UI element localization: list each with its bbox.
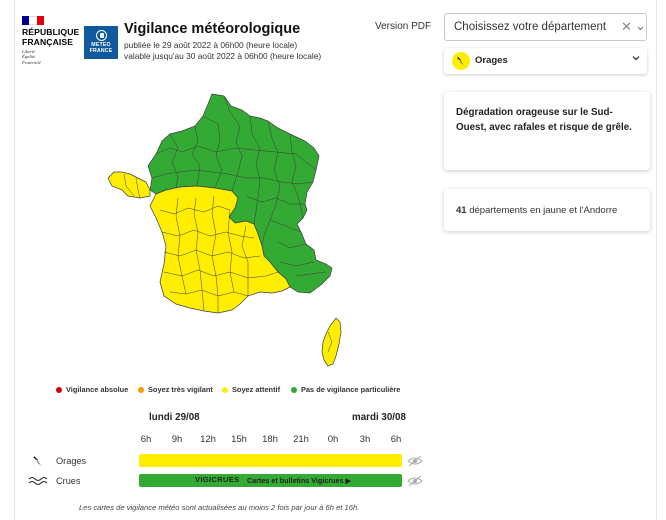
legend-label: Soyez très vigilant [148,385,213,394]
meteo-france-mark-icon [95,30,107,42]
hour-label: 18h [262,434,278,445]
hour-label: 12h [200,434,216,445]
french-flag-icon [22,16,44,25]
lightning-icon [33,456,42,466]
lightning-icon [457,57,464,65]
legend-dot-red [56,386,62,393]
legend-item-attentive: Soyez attentif [222,385,280,394]
day-label-1: lundi 29/08 [149,412,200,423]
map-region-yellow[interactable] [149,185,291,314]
department-select[interactable]: Choisissez votre département ✕ ⌄ [444,13,647,41]
legend-label: Soyez attentif [232,385,281,394]
vigicrues-link[interactable]: Cartes et bulletins Vigicrues ▶ [247,475,352,485]
frame-border-left [14,0,15,520]
pdf-version-link[interactable]: Version PDF [375,21,432,32]
count-card: 41 départements en jaune et l'Andorre [444,189,650,231]
page-title: Vigilance météorologique [124,21,301,37]
legend-dot-green [291,386,297,393]
eye-hidden-icon[interactable] [407,455,423,467]
department-borders [123,95,333,353]
republique-francaise-logo: RÉPUBLIQUE FRANÇAISE Liberté Égalité Fra… [22,16,82,72]
hour-label: 9h [171,434,183,445]
row-label-crues: Crues [56,476,81,486]
republic-name-line2: FRANÇAISE [22,36,74,47]
phenomenon-badge [452,52,470,70]
meteo-france-logo: METEO FRANCE [84,26,118,59]
republic-name: RÉPUBLIQUE FRANÇAISE [22,27,82,47]
legend-label: Pas de vigilance particulière [301,385,401,394]
legend-dot-orange [138,386,144,393]
map-region-brittany[interactable] [107,171,151,199]
legend-dot-yellow [222,386,228,393]
legend-label: Vigilance absolue [66,385,129,394]
department-select-placeholder: Choisissez votre département [454,21,607,33]
validity-date: valable jusqu'au 30 août 2022 à 06h00 (h… [124,51,322,61]
phenomenon-select[interactable]: Orages [444,48,647,74]
hour-label: 6h [140,434,152,445]
vigicrues-logo: VIGICRUES [195,475,240,484]
republic-name-line1: RÉPUBLIQUE [22,27,80,37]
hour-label: 3h [359,434,371,445]
waves-icon [28,477,48,485]
hour-label: 6h [390,434,402,445]
legend: Vigilance absolue Soyez très vigilant So… [56,385,436,399]
close-icon[interactable]: ✕ [621,19,632,34]
count-description: départements en jaune et l'Andorre [466,205,618,216]
hour-label: 15h [231,434,247,445]
meteo-france-logo-text: METEO FRANCE [90,43,113,54]
legend-item-absolute: Vigilance absolue [56,385,128,394]
frame-border-right [656,0,657,520]
phenomenon-label: Orages [475,55,508,66]
row-label-orages: Orages [56,456,87,466]
hour-label: 21h [293,434,309,445]
motto-line1: Liberté [22,49,36,54]
republic-motto: Liberté Égalité Fraternité [22,49,82,65]
summary-text: Dégradation orageuse sur le Sud-Ouest, a… [456,107,632,133]
chevron-down-icon[interactable] [631,53,641,63]
published-date: publiée le 29 août 2022 à 06h00 (heure l… [124,40,298,50]
day-label-2: mardi 30/08 [352,412,406,423]
eye-hidden-icon[interactable] [407,475,423,487]
meteo-logo-line1: METEO [91,42,111,49]
department-count: 41 [456,205,467,216]
legend-item-no-vigilance: Pas de vigilance particulière [291,385,400,394]
update-footnote: Les cartes de vigilance météo sont actua… [79,503,360,512]
crues-timeline-bar[interactable]: VIGICRUES Cartes et bulletins Vigicrues … [139,474,402,487]
map-region-corsica[interactable] [321,317,342,367]
france-vigilance-map[interactable] [100,86,350,368]
summary-card: Dégradation orageuse sur le Sud-Ouest, a… [444,92,650,170]
hour-label: 0h [327,434,339,445]
meteo-logo-line2: FRANCE [89,48,113,54]
motto-line2: Égalité [22,54,36,60]
count-text: 41 départements en jaune et l'Andorre [456,205,617,216]
chevron-down-icon[interactable]: ⌄ [635,18,646,33]
orages-timeline-bar[interactable] [139,454,402,467]
motto-line3: Fraternité [22,59,41,65]
legend-item-very-vigilant: Soyez très vigilant [138,385,213,394]
